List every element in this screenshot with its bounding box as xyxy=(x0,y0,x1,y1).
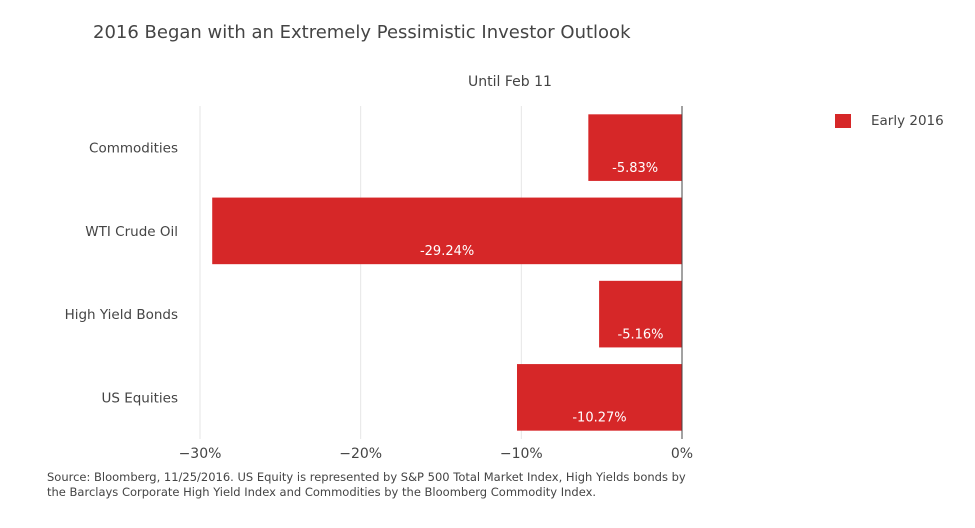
legend-label: Early 2016 xyxy=(871,113,944,129)
legend: Early 2016 xyxy=(835,113,944,129)
category-label: WTI Crude Oil xyxy=(85,224,178,240)
legend-swatch xyxy=(835,114,851,128)
bar xyxy=(212,197,682,265)
x-tick-label: −30% xyxy=(179,446,222,462)
chart-title: 2016 Began with an Extremely Pessimistic… xyxy=(93,22,631,43)
bar xyxy=(516,364,682,431)
x-tick-label: −20% xyxy=(339,446,382,462)
x-tick-label: −10% xyxy=(500,446,543,462)
source-note: Source: Bloomberg, 11/25/2016. US Equity… xyxy=(47,470,807,500)
chart-subtitle: Until Feb 11 xyxy=(468,74,552,90)
category-label: US Equities xyxy=(101,390,178,406)
data-label: -29.24% xyxy=(420,244,474,259)
category-label: High Yield Bonds xyxy=(65,307,178,323)
bar xyxy=(599,280,682,348)
category-label: Commodities xyxy=(89,141,178,157)
source-line-2: the Barclays Corporate High Yield Index … xyxy=(47,485,597,499)
data-label: -5.83% xyxy=(612,161,658,176)
data-label: -10.27% xyxy=(572,411,626,426)
source-line-1: Source: Bloomberg, 11/25/2016. US Equity… xyxy=(47,470,686,484)
bar xyxy=(588,114,682,181)
data-label: -5.16% xyxy=(618,327,664,342)
x-tick-label: 0% xyxy=(671,446,693,462)
